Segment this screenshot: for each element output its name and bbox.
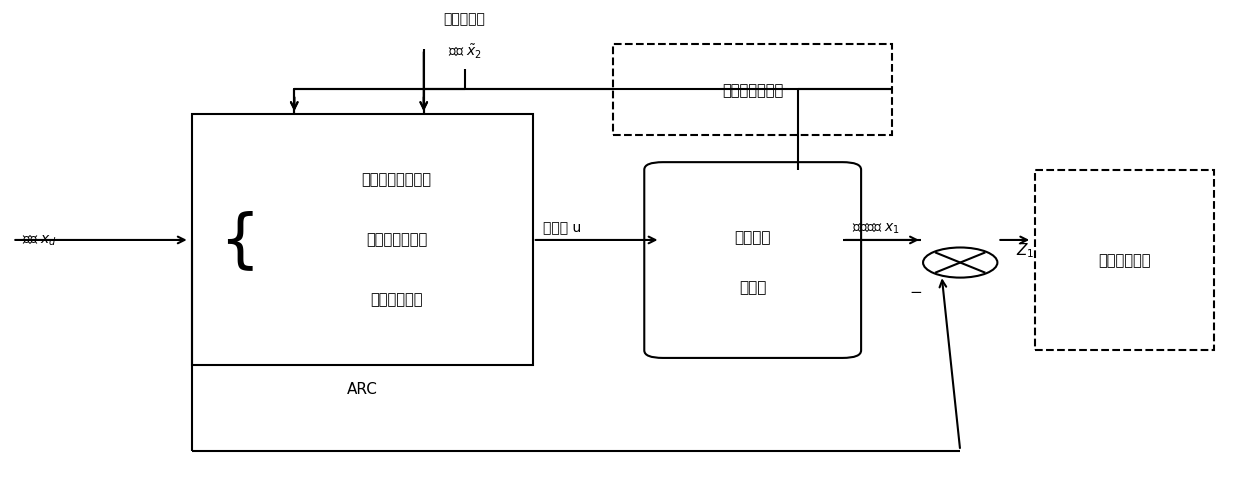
Text: $-$: $-$ [909, 283, 922, 298]
Text: ARC: ARC [347, 381, 378, 396]
Bar [613, 45, 892, 135]
Bar [1035, 170, 1214, 351]
Text: 跟踪性能描述: 跟踪性能描述 [1098, 253, 1151, 268]
FancyBboxPatch shape [644, 163, 861, 358]
Text: 速度信号估: 速度信号估 [444, 13, 486, 27]
Text: 计值 $\tilde{x}_2$: 计值 $\tilde{x}_2$ [447, 43, 482, 61]
Text: 基于模型的补偿项: 基于模型的补偿项 [362, 172, 431, 186]
Text: 射平台: 射平台 [738, 280, 767, 295]
Text: 高阶滑模观测器: 高阶滑模观测器 [722, 83, 783, 98]
Text: 位置信号 $x_1$: 位置信号 $x_1$ [852, 221, 901, 235]
Text: 控制量 u: 控制量 u [543, 221, 581, 235]
Text: 受控化发: 受控化发 [735, 229, 771, 244]
Circle shape [923, 248, 997, 278]
Bar [192, 115, 533, 366]
Text: $Z_1$: $Z_1$ [1016, 241, 1035, 260]
Text: {: { [219, 209, 260, 272]
Text: 期望 $x_d$: 期望 $x_d$ [22, 233, 57, 247]
Text: 非线性鲁棒项: 非线性鲁棒项 [370, 292, 422, 307]
Text: 线性鲁棒反馈项: 线性鲁棒反馈项 [366, 232, 427, 246]
